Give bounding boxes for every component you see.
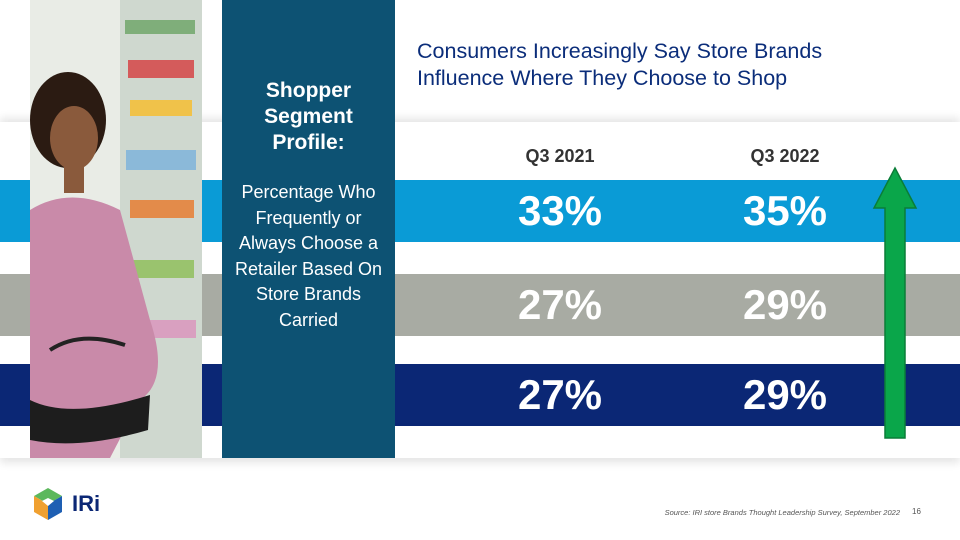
profile-title: Shopper Segment Profile: — [264, 79, 353, 154]
value-row1-q3-2022: 35% — [742, 187, 828, 234]
profile-description: Percentage Who Frequently or Always Choo… — [234, 182, 383, 330]
column-header-q3-2021: Q3 2021 — [525, 146, 595, 166]
profile-panel: Shopper Segment Profile: Percentage Who … — [222, 0, 395, 458]
value-row2-q3-2022: 29% — [742, 281, 828, 328]
shopper-photo — [30, 0, 202, 458]
value-row3-q3-2022: 29% — [742, 371, 828, 418]
value-row2-q3-2021: 27% — [517, 281, 603, 328]
cube-logo-icon — [32, 486, 64, 527]
slide-headline: Consumers Increasingly Say Store Brands … — [417, 39, 823, 90]
source-note: Source: IRI store Brands Thought Leaders… — [664, 508, 900, 517]
value-row1-q3-2021: 33% — [517, 187, 603, 234]
up-arrow-icon — [872, 166, 918, 445]
brand-logo-text: IRi — [72, 491, 101, 516]
page-number: 16 — [912, 507, 921, 516]
column-header-q3-2022: Q3 2022 — [750, 146, 820, 166]
value-row3-q3-2021: 27% — [517, 371, 603, 418]
